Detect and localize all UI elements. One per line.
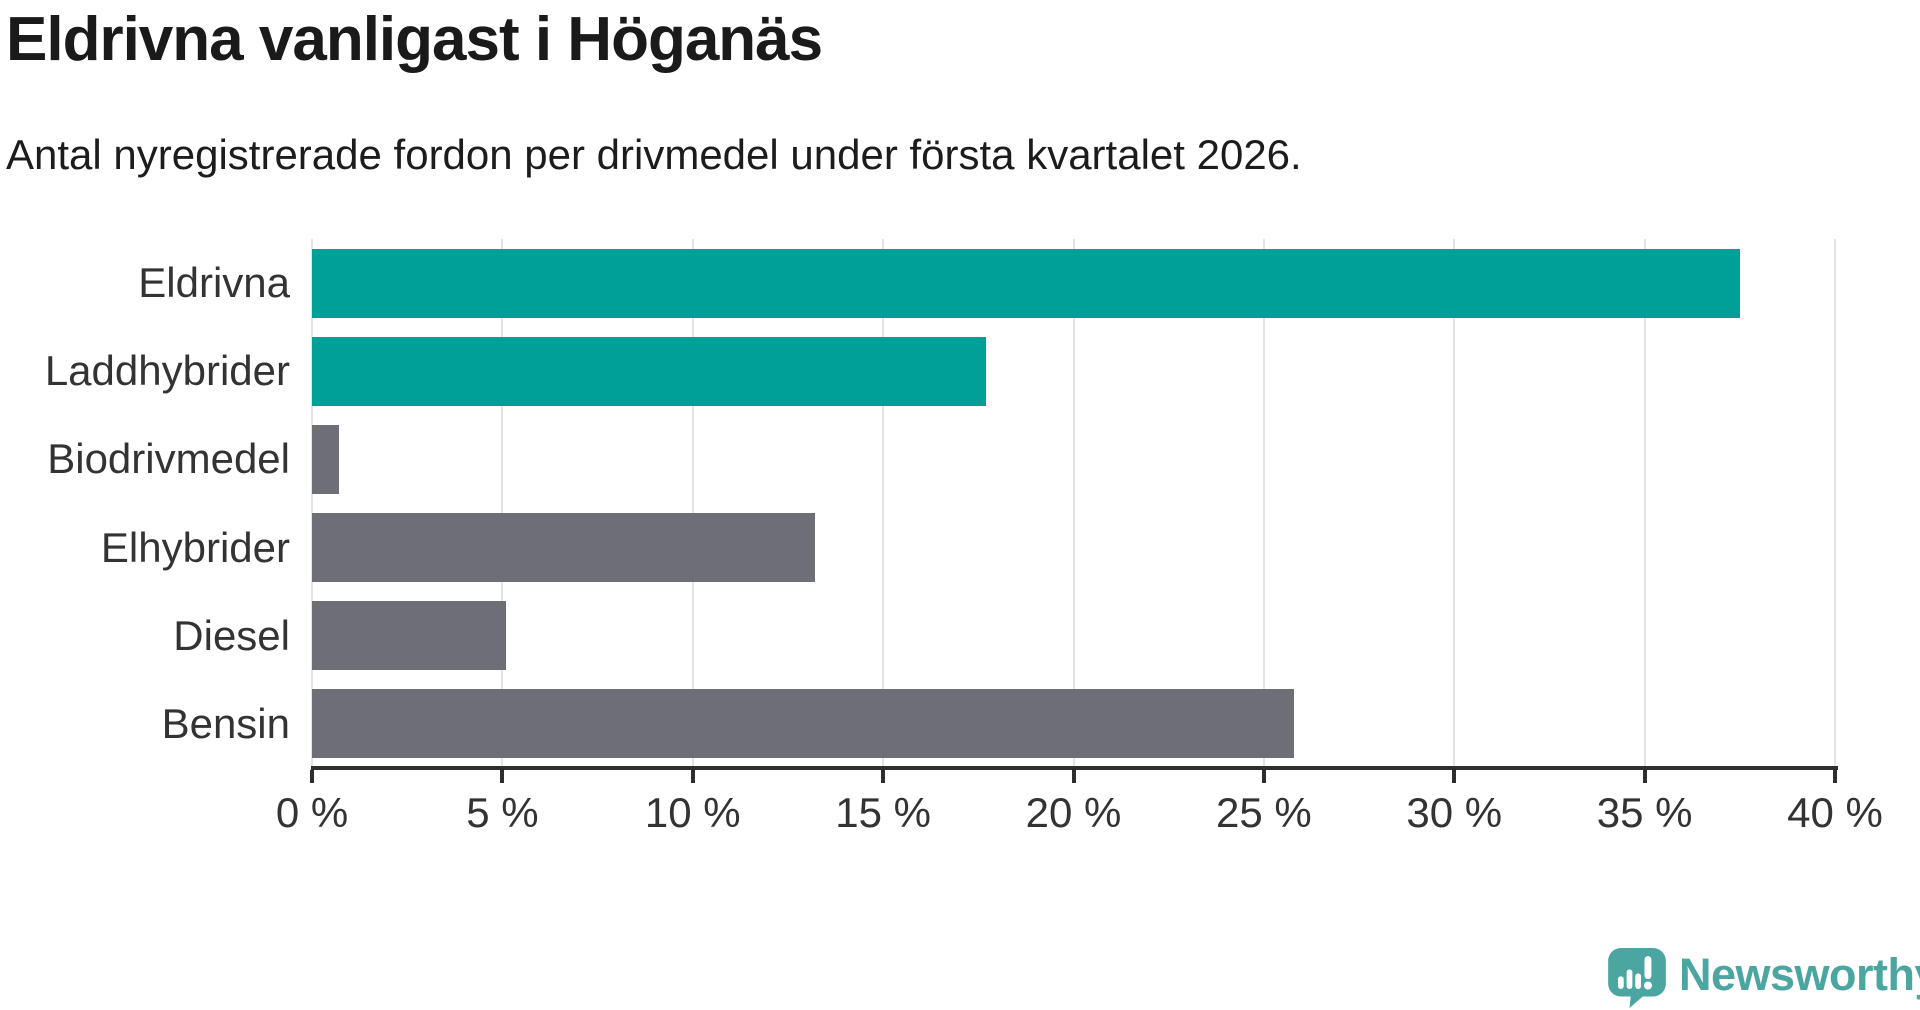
x-axis-tick-label: 30 % xyxy=(1406,789,1503,836)
x-axis-tick xyxy=(310,770,314,783)
plot-area xyxy=(311,239,1836,768)
x-axis-tick xyxy=(690,770,695,783)
x-axis-tick-label: 35 % xyxy=(1596,789,1693,836)
bar-eldrivna xyxy=(312,248,1740,318)
bar-elhybrider xyxy=(312,513,815,583)
x-axis-tick-label: 40 % xyxy=(1787,789,1883,836)
category-labels: Eldrivna Laddhybrider Biodrivmedel Elhybrid… xyxy=(0,239,290,768)
bar-laddhybrider xyxy=(312,336,986,406)
chart-title: Eldrivna vanligast i Höganäs xyxy=(6,5,823,74)
x-axis-tick-label: 0 % xyxy=(275,789,349,836)
newsworthy-logo-icon xyxy=(1608,948,1666,1008)
category-label: Bensin xyxy=(161,699,290,747)
bar-biodrivmedel xyxy=(312,424,339,494)
gridline xyxy=(1072,239,1075,768)
x-axis-tick xyxy=(881,770,886,783)
x-axis-tick xyxy=(1833,770,1837,783)
gridline xyxy=(1262,239,1265,768)
x-axis-tick-label: 15 % xyxy=(835,789,931,836)
x-axis-tick-label: 25 % xyxy=(1216,789,1312,836)
x-axis-tick xyxy=(500,770,505,783)
x-axis-tick-label: 10 % xyxy=(644,789,741,836)
x-axis-tick-label: 20 % xyxy=(1025,789,1122,836)
x-axis-line xyxy=(311,766,1838,770)
category-label: Diesel xyxy=(173,611,290,659)
chart-subtitle: Antal nyregistrerade fordon per drivmede… xyxy=(6,131,1302,178)
category-label: Eldrivna xyxy=(138,259,290,306)
category-label: Elhybrider xyxy=(100,523,290,571)
gridline xyxy=(1834,239,1836,768)
category-label: Laddhybrider xyxy=(44,347,290,395)
x-axis-tick-label: 5 % xyxy=(466,789,539,836)
gridline xyxy=(311,239,313,768)
x-axis-tick xyxy=(1642,770,1647,783)
bar-diesel xyxy=(312,601,507,671)
gridline xyxy=(501,239,504,768)
gridline xyxy=(1453,239,1456,768)
x-axis-tick xyxy=(1071,770,1076,783)
x-axis-tick xyxy=(1261,770,1266,783)
gridline xyxy=(1643,239,1646,768)
newsworthy-logo-text: Newsworthy xyxy=(1679,948,1920,1000)
newsworthy-logo: Newsworthy xyxy=(1608,948,1920,1008)
bar-bensin xyxy=(312,689,1295,759)
category-label: Biodrivmedel xyxy=(47,435,290,483)
x-axis-tick xyxy=(1452,770,1457,783)
gridline xyxy=(882,239,885,768)
gridline xyxy=(691,239,694,768)
